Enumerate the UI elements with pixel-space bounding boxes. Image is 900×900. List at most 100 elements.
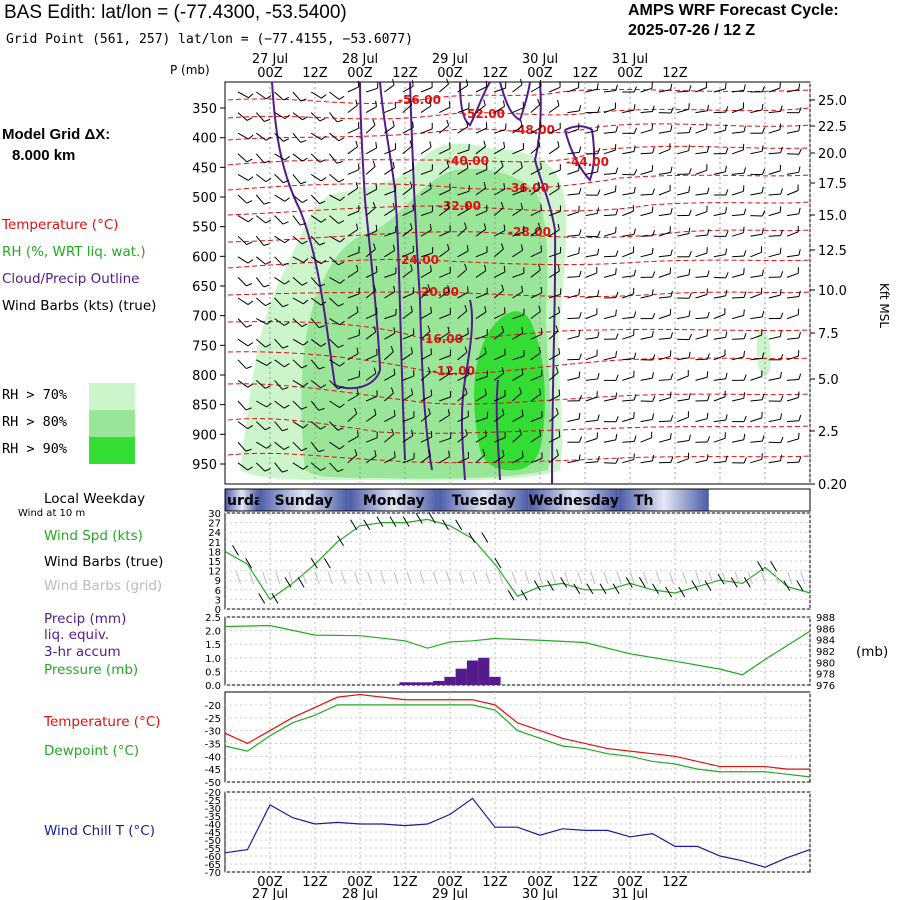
- wind-barb-flag: [798, 456, 802, 463]
- wind-barb: [731, 273, 744, 278]
- wind-barb-flag: [302, 116, 308, 121]
- wind-barb: [420, 330, 431, 340]
- wind-barb: [567, 128, 579, 134]
- wind-barb-flag: [651, 206, 654, 213]
- wind-barb-flag: [651, 413, 655, 420]
- wind-barb-flag: [284, 197, 290, 202]
- wind-barb: [658, 438, 671, 443]
- wind-barb-flag: [652, 229, 656, 236]
- wind-barb: [493, 147, 505, 155]
- wind-barb-flag: [465, 429, 468, 436]
- wind-barb-flag: [500, 160, 504, 167]
- wind-barb-flag: [578, 229, 582, 236]
- top-date-label: 29 Jul: [432, 52, 468, 67]
- wind-barbs-grid-label: Wind Barbs (grid): [44, 578, 163, 594]
- surface-wind-barb: [402, 516, 410, 527]
- wind-barb: [402, 311, 413, 320]
- wind-panel-frame: [224, 512, 811, 610]
- wind-barb-flag: [319, 283, 326, 287]
- wind-barb-flag: [410, 346, 414, 354]
- wind-barb-flag: [393, 327, 396, 334]
- wind-barb: [310, 380, 321, 389]
- wind-barb-flag: [615, 457, 619, 464]
- wind-barb-flag: [283, 404, 290, 409]
- wind-barb-flag: [283, 446, 290, 451]
- wind-barb-flag: [318, 366, 325, 370]
- wind-barb: [603, 214, 617, 217]
- wind-barb: [347, 146, 358, 155]
- wind-barb: [768, 129, 781, 134]
- surface-wind-barb: [350, 519, 358, 531]
- grid-wind-barb: [787, 571, 793, 585]
- wind-barb: [347, 353, 359, 361]
- wind-barb: [384, 291, 395, 299]
- wind-barb: [603, 255, 617, 258]
- wind-barb: [750, 150, 763, 155]
- wind-barb-flag: [761, 103, 764, 110]
- surface-wind-barb: [757, 561, 764, 572]
- wind-barb: [567, 377, 580, 381]
- wind-barb-flag: [356, 306, 359, 313]
- surface-wind-barb: [533, 580, 541, 591]
- panel-tick-label: -25: [205, 796, 221, 807]
- wind-barb: [493, 331, 504, 340]
- wind-barb-flag: [411, 80, 414, 87]
- surface-wind-barb: [665, 586, 673, 598]
- grid-wind-barb: [629, 571, 635, 585]
- bottom-hour-label: 12Z: [392, 875, 418, 890]
- grid-wind-barb: [236, 571, 241, 585]
- wind-barb: [713, 396, 726, 402]
- wind-barb: [237, 400, 247, 411]
- panel-tick-label: -55: [205, 844, 221, 855]
- wind-barb-flag: [447, 285, 450, 292]
- wind-barb-flag: [743, 250, 747, 257]
- pressure-tick-label: 850: [192, 399, 217, 414]
- wind-barb: [420, 289, 431, 299]
- wind-barb: [622, 399, 635, 402]
- wind-barb-flag: [578, 412, 581, 419]
- wind-barb: [329, 174, 340, 183]
- wind-barb: [695, 294, 708, 299]
- wind-barb: [420, 312, 432, 320]
- wind-barb-flag: [519, 428, 523, 435]
- wind-barb: [439, 189, 451, 196]
- wind-barb: [695, 211, 708, 217]
- wind-barb-flag: [578, 436, 583, 443]
- wind-barb: [695, 275, 708, 278]
- wind-barb: [237, 153, 248, 163]
- wind-barb-flag: [633, 127, 638, 134]
- wind-barb: [475, 293, 488, 299]
- precip-bar: [455, 668, 467, 685]
- wind-barb: [292, 441, 302, 452]
- wind-barb-flag: [320, 177, 327, 182]
- wind-barb: [384, 434, 394, 443]
- wind-barb-flag: [597, 189, 601, 196]
- wind-barb: [475, 417, 488, 423]
- wind-barb: [475, 127, 487, 134]
- wind-barb-flag: [248, 93, 254, 99]
- wind-barb-flag: [372, 202, 376, 209]
- wind-barb-flag: [615, 374, 619, 381]
- wind-barb: [530, 228, 541, 237]
- wind-barb: [585, 461, 598, 464]
- wind-barb: [585, 88, 598, 93]
- wind-barb: [750, 458, 763, 464]
- wind-barb-flag: [284, 238, 290, 244]
- wind-barb-flag: [300, 222, 307, 226]
- wind-barb: [329, 338, 339, 348]
- wind-barb: [530, 126, 542, 134]
- wind-barb: [274, 276, 285, 285]
- wind-barb: [256, 400, 267, 408]
- wind-barb: [457, 190, 470, 196]
- wind-barb: [255, 256, 266, 265]
- wind-barb: [274, 400, 285, 409]
- wind-barb-flag: [339, 237, 345, 243]
- wind-barb-flag: [761, 145, 764, 152]
- wind-barb-flag: [761, 393, 765, 400]
- wind-barb-flag: [339, 445, 345, 450]
- wind-barb: [347, 104, 358, 113]
- wind-barb: [439, 332, 450, 340]
- wind-barb-flag: [597, 248, 600, 255]
- panel-tick-label: -20: [205, 788, 221, 799]
- panel-tick-label: -60: [205, 852, 221, 863]
